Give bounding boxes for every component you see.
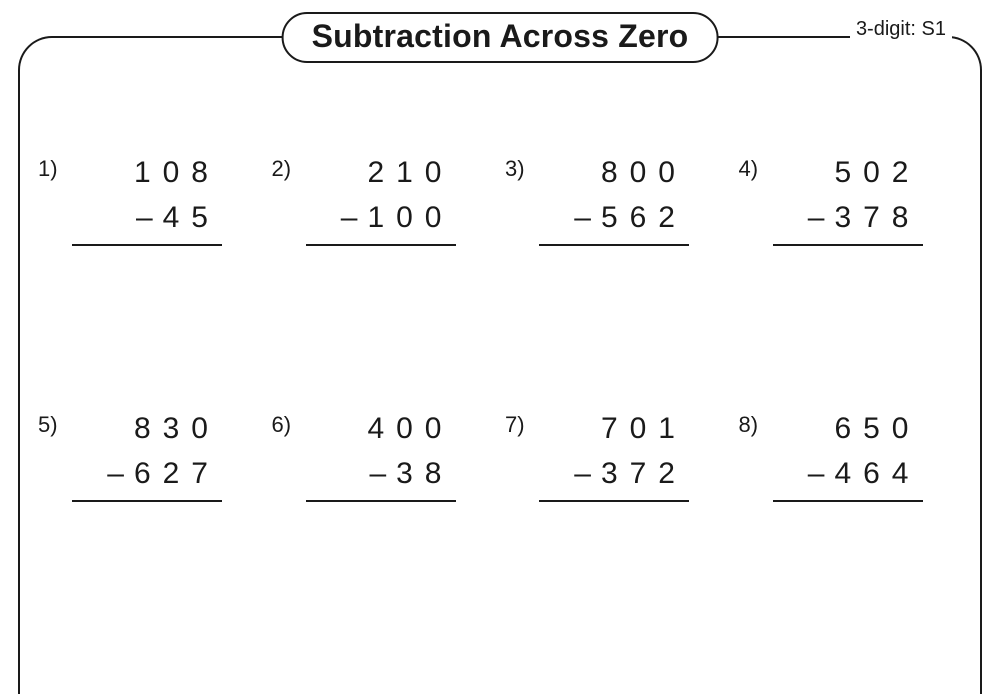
minuend: 502 bbox=[773, 150, 923, 195]
minuend: 800 bbox=[539, 150, 689, 195]
problem-stack: 800–562 bbox=[539, 150, 689, 246]
subtrahend-row: –372 bbox=[539, 451, 689, 496]
equals-rule bbox=[306, 500, 456, 502]
problem-number: 7) bbox=[505, 406, 539, 438]
subtraction-problem: 5)830–627 bbox=[38, 406, 262, 502]
problem-stack: 400–38 bbox=[306, 406, 456, 502]
problem-stack: 502–378 bbox=[773, 150, 923, 246]
subtrahend: 378 bbox=[834, 195, 920, 240]
problem-number: 8) bbox=[739, 406, 773, 438]
equals-rule bbox=[539, 244, 689, 246]
worksheet-page: Subtraction Across Zero 3-digit: S1 1)10… bbox=[0, 0, 1000, 694]
minus-operator: – bbox=[107, 451, 124, 496]
minus-operator: – bbox=[574, 195, 591, 240]
problem-number: 5) bbox=[38, 406, 72, 438]
subtrahend-row: –45 bbox=[72, 195, 222, 240]
subtrahend: 372 bbox=[601, 451, 687, 496]
minus-operator: – bbox=[808, 195, 825, 240]
minus-operator: – bbox=[369, 451, 386, 496]
problems-grid: 1)108–452)210–1003)800–5624)502–3785)830… bbox=[38, 150, 962, 502]
problem-stack: 108–45 bbox=[72, 150, 222, 246]
subtrahend-row: –627 bbox=[72, 451, 222, 496]
minuend: 830 bbox=[72, 406, 222, 451]
page-title: Subtraction Across Zero bbox=[282, 12, 719, 63]
subtrahend: 38 bbox=[396, 451, 453, 496]
minus-operator: – bbox=[341, 195, 358, 240]
subtrahend-row: –562 bbox=[539, 195, 689, 240]
problem-number: 1) bbox=[38, 150, 72, 182]
equals-rule bbox=[539, 500, 689, 502]
subtrahend-row: –464 bbox=[773, 451, 923, 496]
subtraction-problem: 2)210–100 bbox=[272, 150, 496, 246]
minuend: 210 bbox=[306, 150, 456, 195]
equals-rule bbox=[72, 500, 222, 502]
equals-rule bbox=[773, 244, 923, 246]
minuend: 701 bbox=[539, 406, 689, 451]
subtraction-problem: 7)701–372 bbox=[505, 406, 729, 502]
minuend: 108 bbox=[72, 150, 222, 195]
minus-operator: – bbox=[808, 451, 825, 496]
equals-rule bbox=[773, 500, 923, 502]
problem-stack: 650–464 bbox=[773, 406, 923, 502]
subtrahend: 100 bbox=[367, 195, 453, 240]
equals-rule bbox=[72, 244, 222, 246]
subtrahend: 45 bbox=[163, 195, 220, 240]
subtrahend-row: –378 bbox=[773, 195, 923, 240]
minus-operator: – bbox=[574, 451, 591, 496]
subtrahend: 562 bbox=[601, 195, 687, 240]
problem-stack: 701–372 bbox=[539, 406, 689, 502]
subtraction-problem: 6)400–38 bbox=[272, 406, 496, 502]
problem-number: 4) bbox=[739, 150, 773, 182]
minus-operator: – bbox=[136, 195, 153, 240]
problem-number: 6) bbox=[272, 406, 306, 438]
problem-number: 3) bbox=[505, 150, 539, 182]
worksheet-meta: 3-digit: S1 bbox=[850, 18, 952, 41]
problem-number: 2) bbox=[272, 150, 306, 182]
subtraction-problem: 8)650–464 bbox=[739, 406, 963, 502]
subtraction-problem: 4)502–378 bbox=[739, 150, 963, 246]
subtraction-problem: 1)108–45 bbox=[38, 150, 262, 246]
subtrahend-row: –38 bbox=[306, 451, 456, 496]
problem-stack: 210–100 bbox=[306, 150, 456, 246]
subtrahend-row: –100 bbox=[306, 195, 456, 240]
minuend: 650 bbox=[773, 406, 923, 451]
problem-stack: 830–627 bbox=[72, 406, 222, 502]
subtraction-problem: 3)800–562 bbox=[505, 150, 729, 246]
subtrahend: 627 bbox=[134, 451, 220, 496]
minuend: 400 bbox=[306, 406, 456, 451]
subtrahend: 464 bbox=[834, 451, 920, 496]
equals-rule bbox=[306, 244, 456, 246]
